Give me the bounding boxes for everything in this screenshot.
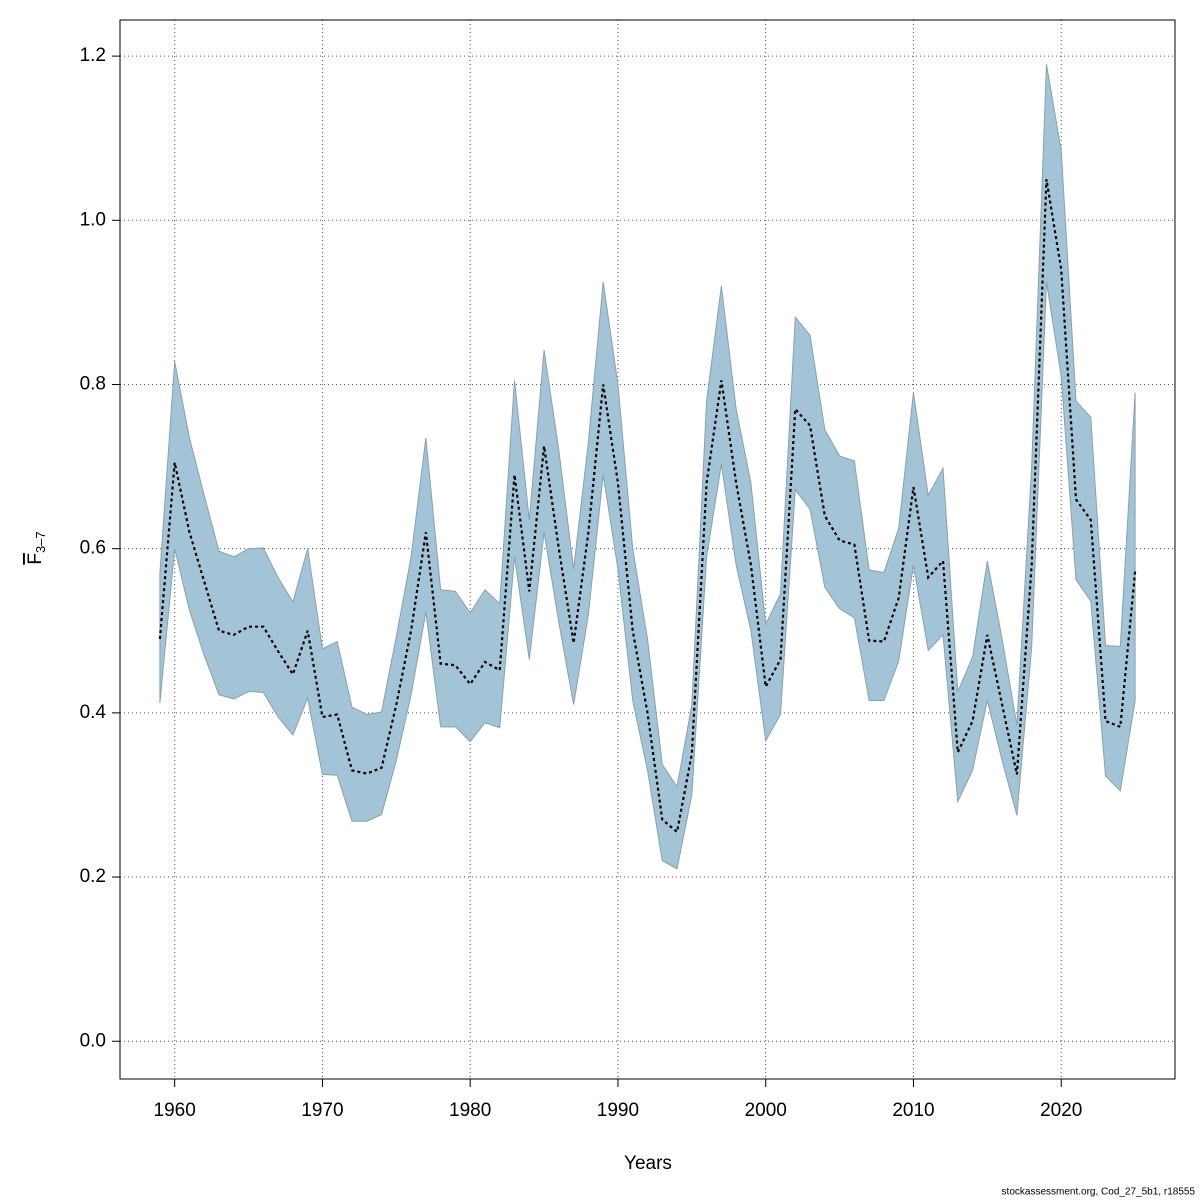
- footer: stockassessment.org, Cod_27_5b1, r18555: [1002, 1187, 1196, 1198]
- x-tick-label: 1990: [597, 1100, 639, 1121]
- y-label-main: F: [25, 553, 46, 565]
- x-tick-label: 1980: [449, 1100, 491, 1121]
- y-tick-label: 1.2: [80, 45, 106, 66]
- x-tick-label: 1970: [301, 1100, 343, 1121]
- y-tick-label: 0.8: [80, 374, 106, 395]
- confidence-band: [159, 64, 1136, 870]
- y-label-sub: 3–7: [33, 531, 48, 553]
- y-tick-label: 0.0: [80, 1030, 106, 1051]
- x-tick-label: 2000: [745, 1100, 787, 1121]
- estimate-line: [158, 179, 1137, 834]
- x-tick-label: 1960: [154, 1100, 196, 1121]
- y-tick-label: 0.4: [80, 702, 107, 723]
- x-tick-label: 2020: [1040, 1100, 1082, 1121]
- plot-frame: [119, 19, 1176, 1080]
- y-tick-label: 0.6: [80, 538, 106, 559]
- x-tick-label: 2010: [892, 1100, 934, 1121]
- y-tick-label: 0.2: [80, 866, 106, 887]
- y-axis-label: F3–7: [25, 531, 48, 564]
- y-tick-label: 1.0: [80, 209, 106, 230]
- x-axis-label: Years: [624, 1153, 672, 1174]
